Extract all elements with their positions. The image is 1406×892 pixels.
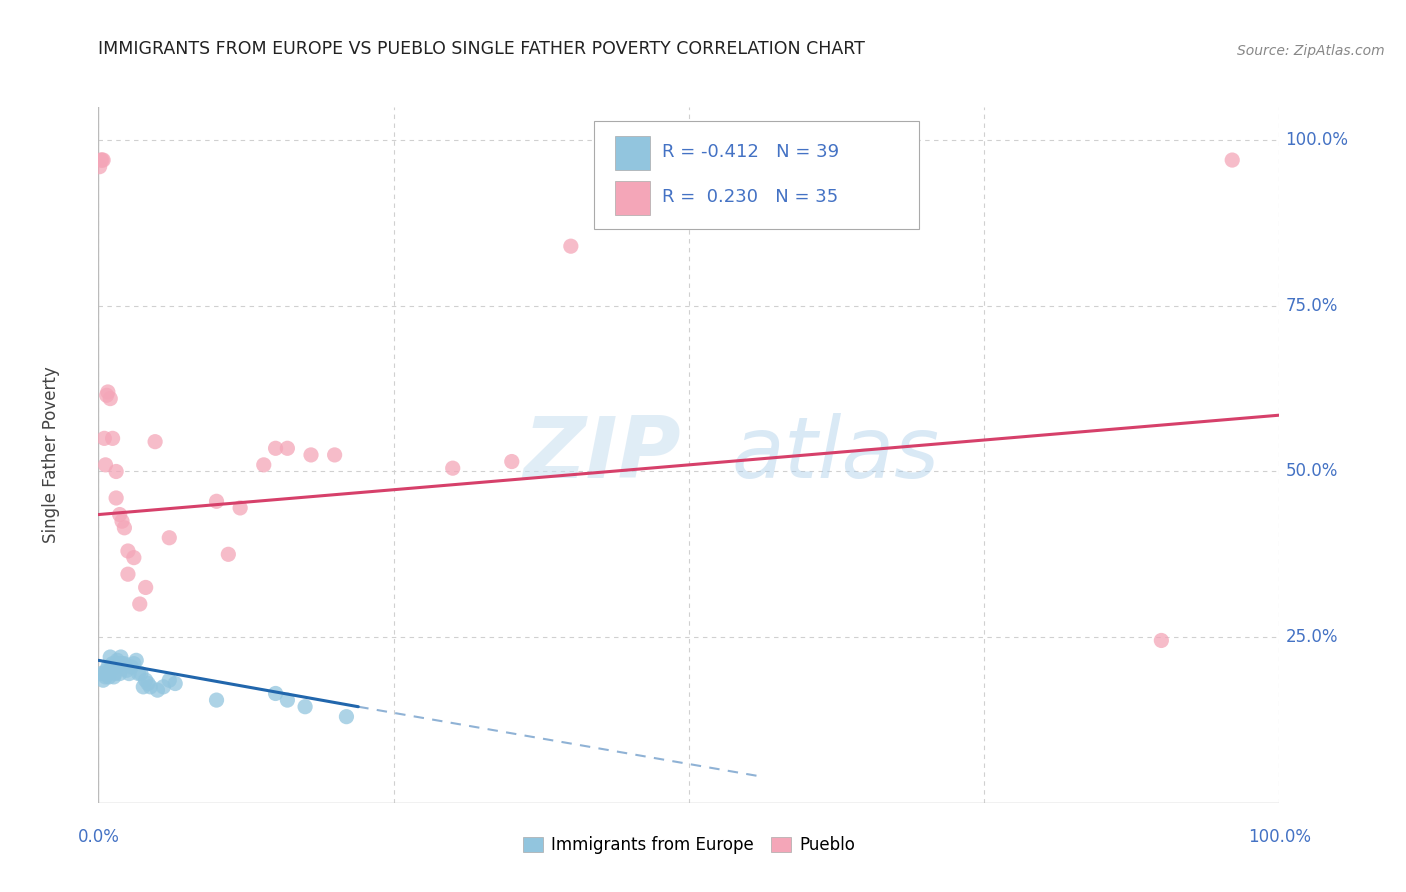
Point (501, 454, 523, 468)
Bar (614, 136, 650, 169)
Point (205, 693, 228, 707)
Point (111, 514, 134, 528)
Text: Single Father Poverty: Single Father Poverty (42, 367, 60, 543)
Point (100, 660, 122, 674)
Point (560, 239, 582, 253)
Text: 75.0%: 75.0% (1285, 297, 1337, 315)
FancyBboxPatch shape (595, 121, 920, 229)
Bar (614, 181, 650, 215)
Point (253, 458, 276, 472)
Point (90, 153, 112, 167)
Point (136, 676, 159, 690)
Point (117, 544, 139, 558)
Point (276, 442, 298, 456)
Point (335, 709, 357, 723)
Point (91, 153, 114, 167)
Point (111, 657, 134, 671)
Point (101, 657, 124, 671)
Point (441, 461, 464, 475)
Point (117, 567, 139, 582)
Point (94, 670, 117, 684)
Point (217, 547, 239, 561)
Point (125, 653, 148, 667)
Point (205, 494, 228, 508)
Point (93, 666, 115, 681)
Text: 0.0%: 0.0% (77, 828, 120, 846)
Text: R =  0.230   N = 35: R = 0.230 N = 35 (662, 188, 838, 206)
Point (94, 458, 117, 472)
Point (122, 550, 145, 565)
Point (101, 431, 124, 445)
Text: Source: ZipAtlas.com: Source: ZipAtlas.com (1237, 44, 1385, 58)
Point (157, 673, 180, 688)
Point (129, 666, 152, 681)
Point (98, 650, 121, 665)
Text: R = -0.412   N = 39: R = -0.412 N = 39 (662, 144, 839, 161)
Text: atlas: atlas (731, 413, 939, 497)
Point (132, 680, 155, 694)
Point (1150, 633, 1173, 648)
Text: 100.0%: 100.0% (1285, 131, 1348, 149)
Point (229, 500, 252, 515)
Point (1220, 153, 1243, 167)
Point (264, 686, 287, 700)
Point (294, 699, 316, 714)
Point (91, 153, 114, 167)
Text: 25.0%: 25.0% (1285, 628, 1339, 646)
Point (103, 670, 125, 684)
Point (96, 388, 118, 402)
Point (105, 660, 128, 674)
Point (139, 680, 162, 694)
Point (299, 448, 322, 462)
Point (108, 508, 131, 522)
Point (93, 431, 115, 445)
Text: IMMIGRANTS FROM EUROPE VS PUEBLO SINGLE FATHER POVERTY CORRELATION CHART: IMMIGRANTS FROM EUROPE VS PUEBLO SINGLE … (98, 40, 865, 58)
Text: 100.0%: 100.0% (1249, 828, 1310, 846)
Point (105, 491, 128, 505)
Point (152, 680, 174, 694)
Point (110, 650, 132, 665)
Point (121, 660, 143, 674)
Point (115, 663, 138, 677)
Point (128, 597, 150, 611)
Point (91, 673, 114, 688)
Point (135, 673, 157, 688)
Point (90, 666, 112, 681)
Point (98, 670, 121, 684)
Point (108, 666, 131, 681)
Point (118, 666, 141, 681)
Point (143, 434, 166, 449)
Point (89, 160, 111, 174)
Text: 50.0%: 50.0% (1285, 462, 1337, 481)
Point (105, 653, 128, 667)
Point (96, 663, 118, 677)
Point (112, 657, 135, 671)
Text: ZIP: ZIP (523, 413, 682, 497)
Point (104, 666, 127, 681)
Point (135, 581, 157, 595)
Point (105, 465, 128, 479)
Point (112, 521, 135, 535)
Point (323, 448, 346, 462)
Point (107, 657, 129, 671)
Point (97, 384, 120, 399)
Point (122, 657, 145, 671)
Point (264, 442, 287, 456)
Point (165, 676, 187, 690)
Point (128, 666, 150, 681)
Point (97, 660, 120, 674)
Point (146, 683, 169, 698)
Point (276, 693, 298, 707)
Legend: Immigrants from Europe, Pueblo: Immigrants from Europe, Pueblo (516, 830, 862, 861)
Point (157, 531, 180, 545)
Point (98, 392, 121, 406)
